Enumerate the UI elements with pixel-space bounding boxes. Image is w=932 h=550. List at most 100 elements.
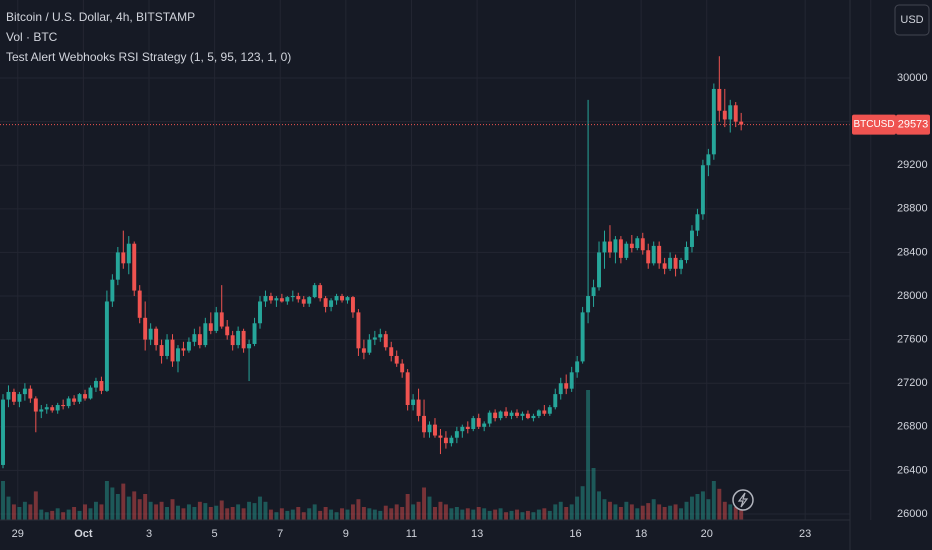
volume-bar	[334, 512, 339, 520]
candle-body	[208, 323, 213, 331]
candle-body	[88, 387, 93, 399]
candle-body	[722, 110, 727, 120]
candle-body	[711, 88, 716, 155]
candle-body	[83, 394, 87, 399]
currency-button[interactable]	[894, 4, 930, 36]
volume-bar	[126, 496, 131, 520]
candle-body	[427, 424, 432, 433]
candle-body	[569, 372, 574, 389]
volume-bar	[722, 501, 727, 520]
candle-body	[290, 296, 295, 298]
candle-body	[55, 405, 60, 411]
candle-body	[624, 243, 629, 258]
volume-bar	[389, 508, 394, 520]
candle-body	[263, 296, 268, 302]
volume-bar	[400, 507, 405, 520]
volume-bar	[728, 504, 733, 520]
volume-bar	[427, 496, 432, 520]
candle-body	[197, 334, 202, 346]
candle-body	[651, 245, 656, 264]
volume-bar	[673, 504, 678, 520]
candle-body	[690, 230, 694, 247]
candle-body	[433, 424, 437, 436]
volume-bar	[121, 483, 126, 520]
volume-bar	[564, 507, 569, 520]
candle-body	[6, 391, 11, 400]
replay-icon-circle[interactable]	[732, 489, 754, 511]
candle-body	[405, 372, 410, 406]
volume-bar	[258, 496, 262, 520]
volume-bar	[77, 510, 82, 520]
candle-body	[252, 323, 257, 344]
candle-body	[372, 337, 377, 340]
volume-bar	[263, 501, 268, 520]
volume-bar	[668, 505, 673, 520]
volume-bar	[165, 507, 170, 520]
volume-bar	[476, 507, 481, 520]
volume-bar	[197, 501, 202, 520]
y-tick-label: 28400	[897, 246, 928, 258]
candle-body	[225, 326, 230, 336]
replay-icon[interactable]	[732, 489, 754, 511]
candle-body	[504, 411, 509, 416]
volume-bar	[115, 494, 120, 520]
candle-body	[531, 415, 536, 419]
volume-bar	[17, 507, 22, 520]
candle-body	[274, 298, 279, 301]
volume-bar	[575, 496, 580, 520]
volume-bar	[515, 509, 519, 520]
candle-body	[695, 214, 700, 231]
candle-body	[334, 296, 339, 301]
y-tick-label: 28000	[897, 290, 928, 302]
candle-body	[597, 252, 601, 288]
volume-bar	[225, 508, 230, 520]
y-tick-label: 29200	[897, 159, 928, 171]
volume-bar	[159, 501, 164, 520]
volume-bar	[433, 507, 437, 520]
replay-icon-bolt[interactable]	[737, 492, 749, 508]
volume-bar	[1, 481, 5, 520]
volume-bar	[39, 509, 44, 520]
candle-body	[493, 412, 498, 419]
candle-body	[515, 412, 519, 416]
candle-body	[186, 341, 191, 351]
volume-bar	[104, 481, 109, 520]
volume-bar	[525, 510, 530, 520]
candle-body	[159, 345, 164, 356]
volume-bar	[252, 503, 257, 520]
candle-body	[170, 339, 175, 362]
volume-bar	[739, 509, 744, 520]
volume-bar	[520, 512, 525, 520]
candle-body	[44, 407, 49, 410]
currency-button-label[interactable]: USD	[900, 14, 923, 26]
volume-bar	[83, 504, 87, 520]
candle-body	[378, 334, 383, 338]
volume-bar	[547, 510, 552, 520]
candle-body	[700, 165, 705, 215]
candle-body	[181, 348, 186, 351]
volume-bar	[602, 499, 607, 520]
candle-body	[591, 287, 596, 297]
volume-bar	[329, 509, 334, 520]
x-tick-label: 9	[343, 528, 349, 540]
volume-bar	[6, 496, 11, 520]
volume-bar	[711, 481, 716, 520]
volume-bar	[241, 508, 246, 520]
x-tick-label: 16	[569, 528, 581, 540]
candle-body	[536, 410, 541, 416]
candle-body	[241, 330, 246, 349]
x-tick-label: 20	[701, 528, 713, 540]
volume-bar	[460, 509, 465, 520]
volume-legend: Vol · BTC	[6, 30, 58, 44]
symbol-label: BTCUSD	[853, 119, 894, 130]
volume-bar	[471, 509, 476, 520]
volume-bar	[695, 494, 700, 520]
candle-body	[33, 398, 38, 412]
candle-body	[443, 437, 448, 444]
candle-body	[520, 413, 525, 416]
volume-bar	[186, 504, 191, 520]
volume-bar	[553, 504, 558, 520]
candle-body	[422, 415, 427, 433]
volume-bar	[61, 512, 66, 520]
candle-body	[668, 257, 673, 269]
